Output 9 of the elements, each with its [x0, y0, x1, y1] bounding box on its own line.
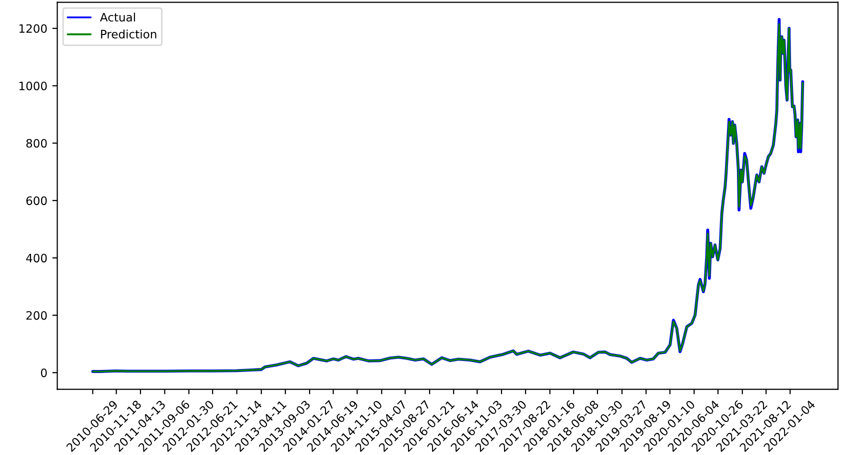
y-tick-label: 400: [26, 254, 47, 262]
y-tick-label: 600: [26, 196, 47, 206]
y-tick-label: 200: [26, 311, 47, 320]
y-tick-label: 800: [26, 138, 47, 148]
y-tick-label: 0: [40, 368, 47, 378]
legend-label: Prediction: [101, 30, 156, 38]
y-tick-label: 1000: [19, 82, 47, 90]
y-tick-label: 1200: [19, 24, 47, 33]
legend-label: Actual: [100, 12, 135, 22]
